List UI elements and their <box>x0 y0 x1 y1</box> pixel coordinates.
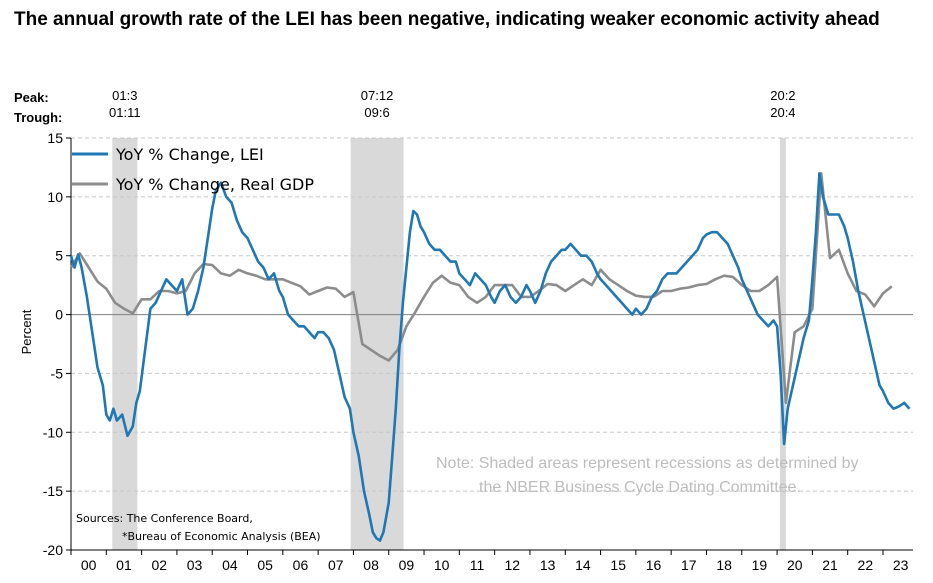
chart-title: The annual growth rate of the LEI has be… <box>14 9 880 30</box>
legend-gdp-label: YoY % Change, Real GDP <box>115 175 314 194</box>
series-line-lei <box>69 172 911 542</box>
x-tick-label: 12 <box>505 557 521 573</box>
recession-trough-label: 09:6 <box>364 105 389 120</box>
peak-label: Peak: <box>14 90 49 105</box>
x-tick-label: 19 <box>752 557 768 573</box>
recession-bands <box>112 138 786 550</box>
y-axis-label: Percent <box>19 309 34 354</box>
x-tick-label: 06 <box>293 557 309 573</box>
axis-labels: 01:3 01:11 07:12 09:6 20:2 20:4 15 10 5 0 -5 -10 -15… <box>19 88 909 573</box>
x-tick-label: 03 <box>187 557 203 573</box>
series-lines <box>69 172 911 542</box>
legend: YoY % Change, LEI YoY % Change, Real GDP <box>72 145 314 194</box>
x-tick-label: 21 <box>822 557 838 573</box>
y-tick-label: -20 <box>43 542 63 558</box>
y-tick-label: -15 <box>43 483 63 499</box>
y-tick-label: 5 <box>55 248 63 264</box>
x-tick-label: 05 <box>257 557 273 573</box>
y-tick-label: 15 <box>47 130 63 146</box>
axes <box>66 137 913 555</box>
x-tick-label: 17 <box>681 557 697 573</box>
x-tick-label: 07 <box>328 557 344 573</box>
note-line-1: Note: Shaded areas represent recessions … <box>436 455 858 472</box>
x-tick-label: 23 <box>893 557 909 573</box>
x-tick-label: 08 <box>363 557 379 573</box>
gridlines <box>71 137 913 551</box>
recession-peak-label: 20:2 <box>770 88 795 103</box>
y-tick-label: -5 <box>51 365 64 381</box>
x-tick-label: 01 <box>116 557 132 573</box>
trough-label: Trough: <box>14 110 62 125</box>
x-tick-label: 02 <box>151 557 167 573</box>
y-tick-label: -10 <box>43 424 63 440</box>
x-tick-label: 00 <box>81 557 97 573</box>
x-tick-label: 22 <box>858 557 874 573</box>
x-tick-label: 04 <box>222 557 238 573</box>
recession-peak-label: 01:3 <box>112 88 137 103</box>
series-line-gdp <box>69 172 893 405</box>
x-tick-label: 16 <box>646 557 662 573</box>
recession-trough-label: 01:11 <box>109 105 141 120</box>
x-tick-label: 13 <box>540 557 556 573</box>
y-tick-label: 10 <box>47 189 63 205</box>
x-tick-label: 14 <box>575 557 591 573</box>
source-line-2: *Bureau of Economic Analysis (BEA) <box>122 530 321 543</box>
x-tick-label: 10 <box>434 557 450 573</box>
recession-peak-label: 07:12 <box>361 88 394 103</box>
x-tick-label: 15 <box>610 557 626 573</box>
x-tick-label: 09 <box>399 557 415 573</box>
note-line-2: the NBER Business Cycle Dating Committee… <box>479 479 801 496</box>
source-line-1: Sources: The Conference Board, <box>76 512 253 525</box>
x-tick-label: 11 <box>470 557 485 573</box>
legend-lei-label: YoY % Change, LEI <box>115 145 264 164</box>
recession-band <box>350 138 404 550</box>
x-tick-label: 18 <box>716 557 732 573</box>
recession-trough-label: 20:4 <box>770 105 795 120</box>
y-tick-label: 0 <box>55 307 63 323</box>
recession-band <box>112 138 138 550</box>
x-tick-label: 20 <box>787 557 803 573</box>
